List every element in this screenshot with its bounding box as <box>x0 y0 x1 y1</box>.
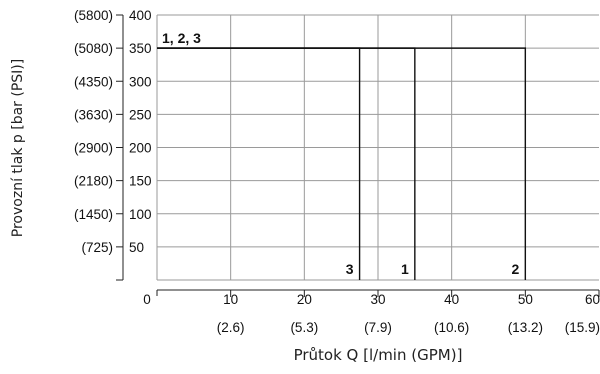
x-tick-label: 10 <box>223 292 238 307</box>
grid <box>157 15 599 280</box>
annotation-label: 1, 2, 3 <box>162 30 201 46</box>
annotations: 1, 2, 3 3 1 2 <box>162 30 520 277</box>
y-tick-label: 250 <box>129 107 152 122</box>
x-tick-label: 50 <box>518 292 533 307</box>
x-tick-label-gpm: (2.6) <box>217 320 245 335</box>
plot-frame <box>116 14 599 296</box>
annotation-label: 2 <box>512 261 520 277</box>
series-line-1 <box>157 47 416 280</box>
y-tick-label: 400 <box>129 8 152 23</box>
y-tick-label-psi: (725) <box>81 240 113 255</box>
series-line-2 <box>157 47 527 280</box>
x-tick-label: 20 <box>297 292 312 307</box>
annotation-label: 1 <box>401 261 409 277</box>
y-tick-label: 50 <box>129 240 144 255</box>
series-lines <box>157 47 527 280</box>
x-tick-label-gpm: (13.2) <box>508 320 543 335</box>
axis-ticks: 50100150200250300350400(725)(1450)(2180)… <box>74 8 600 335</box>
y-axis-label: Provozní tlak p [bar (PSI)] <box>10 59 26 237</box>
x-tick-label: 0 <box>143 292 151 307</box>
y-tick-label-psi: (4350) <box>74 74 113 89</box>
y-tick-label-psi: (3630) <box>74 107 113 122</box>
x-tick-label-gpm: (15.9) <box>565 320 600 335</box>
y-tick-label: 300 <box>129 74 152 89</box>
y-tick-label-psi: (2180) <box>74 174 113 189</box>
y-tick-label-psi: (1450) <box>74 207 113 222</box>
y-tick-label-psi: (2900) <box>74 141 113 156</box>
x-tick-label: 60 <box>585 292 600 307</box>
y-tick-label-psi: (5800) <box>74 8 113 23</box>
x-tick-label: 40 <box>444 292 459 307</box>
x-tick-label-gpm: (7.9) <box>364 320 392 335</box>
x-tick-label: 30 <box>370 292 385 307</box>
y-tick-label: 150 <box>129 174 152 189</box>
series-line-3 <box>157 47 361 280</box>
y-tick-label: 350 <box>129 41 152 56</box>
x-tick-label-gpm: (10.6) <box>434 320 469 335</box>
y-tick-label: 100 <box>129 207 152 222</box>
annotation-label: 3 <box>346 261 354 277</box>
x-axis-label: Průtok Q [l/min (GPM)] <box>294 346 463 364</box>
y-tick-label-psi: (5080) <box>74 41 113 56</box>
y-tick-label: 200 <box>129 141 152 156</box>
x-tick-label-gpm: (5.3) <box>290 320 318 335</box>
